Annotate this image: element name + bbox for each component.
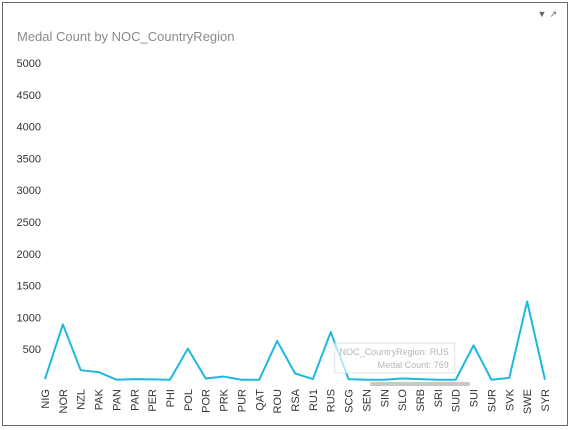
x-tick-label: SWE bbox=[522, 389, 534, 414]
data-point-sui[interactable] bbox=[471, 342, 477, 348]
tooltip-line-2: Medal Count: 769 bbox=[378, 360, 449, 370]
data-point-pan[interactable] bbox=[113, 377, 119, 383]
x-tick-label: SCG bbox=[344, 389, 356, 413]
y-tick-label: 1000 bbox=[17, 312, 41, 324]
x-tick-label: PER bbox=[147, 389, 159, 412]
x-tick-label: NIG bbox=[40, 389, 52, 409]
y-tick-label: 3000 bbox=[17, 185, 41, 197]
x-tick-label: SYR bbox=[540, 389, 552, 412]
data-point-por[interactable] bbox=[203, 375, 209, 381]
x-tick-label: SUD bbox=[451, 389, 463, 412]
x-tick-label: NZL bbox=[76, 389, 88, 410]
panel-toolbar: ▼ ↗ bbox=[538, 10, 557, 19]
chart-title: Medal Count by NOC_CountryRegion bbox=[17, 29, 235, 44]
data-point-par[interactable] bbox=[131, 376, 137, 382]
x-tick-label: SVK bbox=[504, 388, 516, 411]
data-point-swe[interactable] bbox=[524, 299, 530, 305]
x-tick-label: PAN bbox=[111, 389, 123, 411]
tooltip-line-1: NOC_CountryRegion: RUS bbox=[340, 347, 449, 357]
data-point-nzl[interactable] bbox=[78, 367, 84, 373]
data-point-per[interactable] bbox=[149, 376, 155, 382]
x-tick-label: PRK bbox=[219, 388, 231, 411]
data-point-syr[interactable] bbox=[542, 377, 548, 383]
tooltip: NOC_CountryRegion: RUS Medal Count: 769 bbox=[334, 342, 456, 374]
x-tick-label: ROU bbox=[272, 389, 284, 414]
y-tick-label: 4000 bbox=[17, 122, 41, 134]
data-point-sud[interactable] bbox=[453, 377, 459, 383]
y-tick-label: 5000 bbox=[17, 58, 41, 70]
series-line[interactable] bbox=[44, 300, 546, 381]
x-tick-label: SIN bbox=[379, 389, 391, 407]
y-tick-label: 2500 bbox=[17, 217, 41, 229]
x-tick-label: RSA bbox=[290, 388, 302, 411]
y-tick-label: 2000 bbox=[17, 249, 41, 261]
data-point-srb[interactable] bbox=[417, 376, 423, 382]
data-point-rou[interactable] bbox=[274, 338, 280, 344]
data-point-qat[interactable] bbox=[256, 377, 262, 383]
x-tick-label: NOR bbox=[58, 389, 70, 414]
y-tick-label: 4500 bbox=[17, 90, 41, 102]
data-point-pak[interactable] bbox=[96, 369, 102, 375]
x-tick-label: POR bbox=[201, 389, 213, 413]
x-tick-label: PUR bbox=[236, 389, 248, 412]
data-point-rus[interactable] bbox=[328, 329, 334, 335]
data-point-ru1[interactable] bbox=[310, 376, 316, 382]
x-tick-label: QAT bbox=[254, 389, 266, 411]
data-point-nor[interactable] bbox=[60, 321, 66, 327]
x-tick-label: RU1 bbox=[308, 389, 320, 411]
data-point-pur[interactable] bbox=[238, 377, 244, 383]
x-tick-label: PHI bbox=[165, 389, 177, 407]
data-point-rsa[interactable] bbox=[292, 370, 298, 376]
x-tick-label: SRB bbox=[415, 389, 427, 412]
x-tick-label: RUS bbox=[326, 389, 338, 412]
expand-icon[interactable]: ↗ bbox=[549, 9, 557, 19]
data-point-svk[interactable] bbox=[506, 375, 512, 381]
x-tick-label: SRI bbox=[433, 389, 445, 407]
x-tick-label: SLO bbox=[397, 389, 409, 411]
data-point-phi[interactable] bbox=[167, 377, 173, 383]
data-point-prk[interactable] bbox=[221, 374, 227, 380]
x-tick-label: PAK bbox=[94, 388, 106, 410]
data-point-scg[interactable] bbox=[346, 376, 352, 382]
data-point-sin[interactable] bbox=[381, 377, 387, 383]
x-tick-label: POL bbox=[183, 389, 195, 411]
data-point-sen[interactable] bbox=[363, 377, 369, 383]
x-tick-label: SUI bbox=[469, 389, 481, 407]
y-tick-label: 1500 bbox=[17, 281, 41, 293]
data-point-sur[interactable] bbox=[488, 377, 494, 383]
data-point-nig[interactable] bbox=[42, 376, 48, 382]
horizontal-scrollbar[interactable] bbox=[370, 382, 470, 386]
y-tick-label: 500 bbox=[23, 344, 41, 356]
filter-icon[interactable]: ▼ bbox=[537, 9, 547, 19]
x-tick-label: PAR bbox=[129, 389, 141, 411]
y-tick-label: 3500 bbox=[17, 153, 41, 165]
data-point-sri[interactable] bbox=[435, 377, 441, 383]
tooltip-box bbox=[334, 342, 456, 374]
data-point-pol[interactable] bbox=[185, 346, 191, 352]
x-tick-label: SUR bbox=[486, 389, 498, 412]
data-point-slo[interactable] bbox=[399, 375, 405, 381]
x-tick-label: SEN bbox=[361, 389, 373, 412]
